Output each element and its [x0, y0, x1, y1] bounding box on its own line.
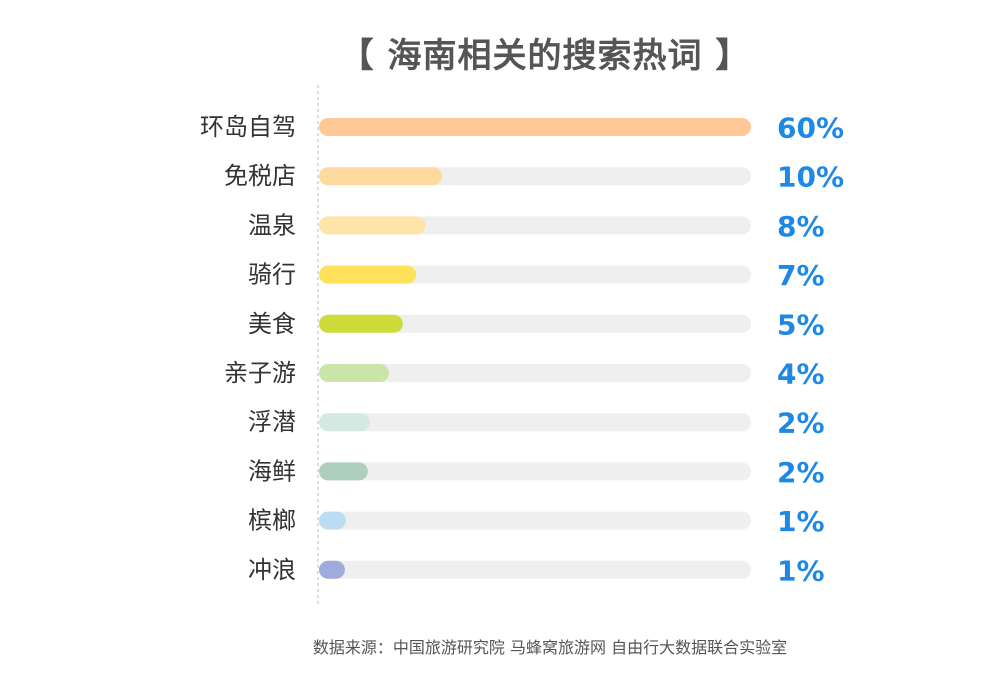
value-label: 4% — [777, 358, 825, 391]
category-label: 免税店 — [224, 162, 296, 190]
bar — [319, 167, 443, 186]
category-label: 浮潜 — [248, 408, 296, 436]
bar — [319, 560, 345, 579]
chart-title: 【 海南相关的搜索热词 】 — [339, 36, 751, 76]
bar — [319, 265, 417, 284]
value-label: 7% — [777, 259, 825, 292]
value-label: 2% — [777, 456, 825, 489]
data-source-note: 数据来源：中国旅游研究院 马蜂窝旅游网 自由行大数据联合实验室 — [312, 638, 788, 657]
value-label: 10% — [777, 161, 844, 194]
category-label: 环岛自驾 — [200, 113, 296, 141]
category-label: 槟榔 — [248, 507, 296, 535]
category-label: 美食 — [248, 310, 296, 338]
value-label: 5% — [777, 308, 825, 341]
value-label: 60% — [777, 112, 844, 145]
bar-row: 美食 5% — [248, 308, 825, 341]
bar-row: 海鲜 2% — [248, 456, 825, 489]
value-label: 2% — [777, 407, 825, 440]
value-label: 1% — [777, 505, 825, 538]
bar-track — [319, 364, 751, 382]
bar-row: 亲子游 4% — [224, 358, 825, 391]
category-label: 冲浪 — [248, 556, 296, 584]
category-label: 海鲜 — [248, 457, 296, 485]
bar-track — [319, 511, 751, 530]
bar-track — [319, 216, 751, 235]
bar-row: 骑行 7% — [248, 259, 825, 292]
bar-row: 免税店 10% — [224, 161, 844, 194]
category-label: 温泉 — [248, 211, 296, 239]
value-label: 1% — [777, 554, 825, 587]
bar — [319, 462, 368, 481]
bar-row: 槟榔 1% — [248, 505, 825, 538]
bar — [319, 364, 389, 382]
bar — [319, 413, 370, 432]
bar-row: 浮潜 2% — [248, 407, 825, 440]
bar-track — [319, 462, 751, 481]
bar-track — [319, 560, 751, 579]
bar-track — [319, 314, 751, 333]
bar-row: 冲浪 1% — [248, 554, 825, 587]
bar-row: 温泉 8% — [248, 210, 825, 243]
category-label: 亲子游 — [224, 359, 296, 387]
category-label: 骑行 — [248, 261, 296, 289]
bar-track — [319, 265, 751, 284]
bar-row: 环岛自驾 60% — [200, 112, 844, 145]
bar — [319, 216, 426, 235]
bar — [319, 118, 751, 136]
bar — [319, 314, 403, 333]
bar-track — [319, 413, 751, 432]
value-label: 8% — [777, 210, 825, 243]
bar — [319, 511, 346, 530]
